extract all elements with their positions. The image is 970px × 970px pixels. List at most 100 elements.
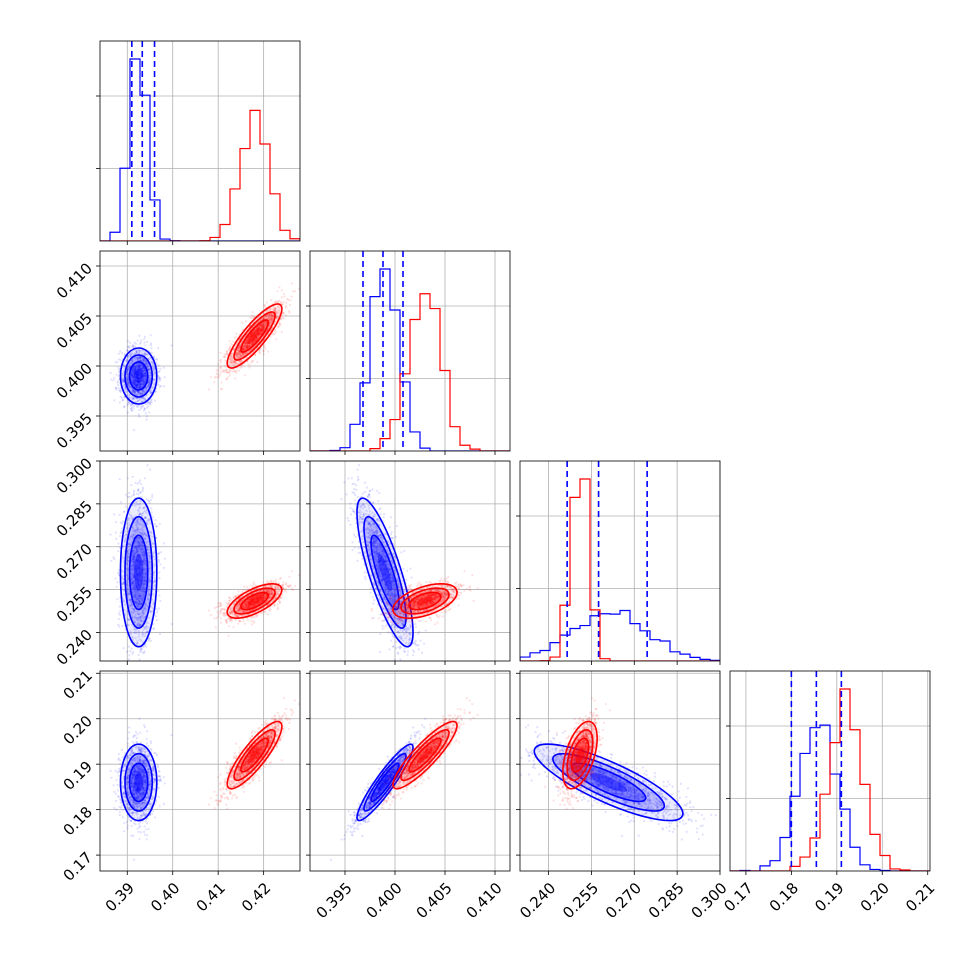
sample-point [139, 379, 142, 383]
sample-point [136, 482, 139, 485]
sample-point [148, 637, 151, 641]
sample-point [123, 353, 126, 356]
sample-point [137, 376, 141, 379]
sample-point [215, 372, 218, 375]
sample-point [140, 379, 144, 382]
sample-point [135, 349, 138, 352]
sample-point [231, 370, 234, 373]
sample-point [251, 314, 254, 317]
sample-point [256, 327, 259, 330]
sample-point [140, 374, 143, 377]
sample-point [273, 332, 276, 335]
sample-point [143, 391, 146, 394]
sample-point [239, 354, 242, 357]
sample-point [136, 365, 140, 368]
sample-point [247, 346, 250, 349]
sample-point [130, 374, 133, 377]
sample-point [262, 316, 265, 319]
sample-point [227, 634, 230, 637]
sample-point [132, 447, 134, 449]
sample-point [138, 382, 141, 385]
sample-point [120, 389, 123, 392]
sample-point [140, 407, 143, 410]
sample-point [157, 375, 160, 378]
sample-point [134, 380, 137, 383]
sample-point [126, 380, 129, 383]
sample-point [127, 393, 131, 396]
sample-point [134, 365, 138, 369]
sample-point [127, 382, 131, 385]
sample-point [241, 347, 245, 351]
sample-point [158, 632, 162, 636]
sample-point [140, 648, 143, 651]
sample-point [275, 315, 278, 318]
sample-point [153, 523, 156, 526]
sample-point [280, 289, 284, 292]
sample-point [248, 340, 251, 343]
sample-point [142, 375, 145, 379]
sample-point [155, 611, 158, 614]
sample-point [236, 351, 239, 354]
sample-point [152, 369, 155, 372]
sample-point [129, 650, 132, 653]
sample-point [140, 370, 143, 373]
sample-point [142, 374, 145, 377]
sample-point [139, 376, 142, 379]
sample-point [274, 309, 277, 312]
sample-point [278, 286, 281, 289]
sample-point [228, 346, 231, 349]
sample-point [141, 397, 144, 400]
sample-point [121, 398, 125, 402]
sample-point [147, 405, 150, 408]
sample-point [234, 361, 237, 364]
sample-point [145, 418, 148, 421]
sample-point [117, 383, 120, 387]
sample-point [129, 353, 132, 357]
sample-point [136, 380, 140, 383]
sample-point [132, 381, 135, 384]
sample-point [133, 380, 136, 383]
sample-point [130, 375, 133, 378]
sample-point [251, 332, 254, 335]
sample-point [114, 386, 118, 389]
sample-point [118, 513, 121, 516]
sample-point [137, 378, 141, 381]
sample-point [261, 323, 264, 326]
sample-point [139, 386, 142, 389]
sample-point [126, 378, 129, 382]
sample-point [132, 370, 135, 374]
sample-point [132, 375, 135, 378]
sample-point [284, 314, 288, 317]
sample-point [214, 375, 217, 378]
sample-point [117, 374, 120, 377]
sample-point [118, 478, 121, 481]
sample-point [250, 335, 254, 338]
sample-point [145, 352, 148, 355]
sample-point [157, 347, 160, 350]
sample-point [137, 383, 140, 386]
sample-point [229, 342, 233, 345]
sample-point [126, 379, 129, 382]
sample-point [151, 362, 154, 366]
sample-point [135, 364, 138, 368]
histogram-bars [100, 41, 300, 241]
sample-point [141, 370, 145, 373]
sample-point [243, 347, 246, 350]
sample-point [248, 345, 251, 348]
sample-point [219, 611, 223, 614]
sample-point [222, 608, 225, 611]
sample-point [149, 388, 152, 392]
sample-point [240, 359, 243, 363]
sample-point [128, 363, 131, 366]
sample-point [282, 312, 285, 315]
sample-point [152, 368, 156, 371]
sample-point [131, 381, 134, 385]
sample-point [155, 358, 158, 361]
sample-point [129, 361, 132, 364]
sample-point [127, 402, 130, 405]
sample-point [215, 368, 218, 372]
sample-point [140, 367, 143, 371]
sample-point [127, 345, 131, 348]
sample-point [245, 339, 248, 342]
sample-point [142, 382, 145, 386]
